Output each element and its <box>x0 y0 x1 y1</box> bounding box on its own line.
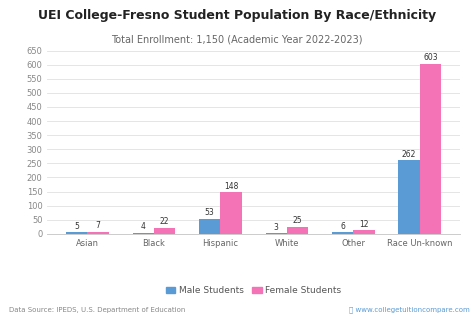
Text: 25: 25 <box>292 216 302 225</box>
Text: 262: 262 <box>402 149 416 159</box>
Text: 148: 148 <box>224 182 238 191</box>
Text: Data Source: IPEDS, U.S. Department of Education: Data Source: IPEDS, U.S. Department of E… <box>9 307 186 313</box>
Text: 4: 4 <box>141 222 146 231</box>
Bar <box>332 232 353 234</box>
Text: UEI College-Fresno Student Population By Race/Ethnicity: UEI College-Fresno Student Population By… <box>38 9 436 22</box>
Text: 5: 5 <box>74 222 79 231</box>
Bar <box>66 233 87 234</box>
Text: Total Enrollment: 1,150 (Academic Year 2022-2023): Total Enrollment: 1,150 (Academic Year 2… <box>111 35 363 45</box>
Legend: Male Students, Female Students: Male Students, Female Students <box>162 283 345 299</box>
Bar <box>420 64 441 234</box>
Bar <box>265 233 287 234</box>
Bar <box>133 233 154 234</box>
Text: 22: 22 <box>160 217 169 226</box>
Bar <box>399 160 420 234</box>
Bar <box>353 230 374 234</box>
Bar <box>287 227 308 234</box>
Bar <box>87 232 109 234</box>
Text: 12: 12 <box>359 220 369 229</box>
Text: ⓘ www.collegetuitioncompare.com: ⓘ www.collegetuitioncompare.com <box>348 306 469 313</box>
Text: 53: 53 <box>205 209 215 217</box>
Bar <box>154 228 175 234</box>
Text: 6: 6 <box>340 222 345 231</box>
Text: 7: 7 <box>96 222 100 230</box>
Bar <box>220 192 242 234</box>
Text: 603: 603 <box>423 53 438 62</box>
Bar <box>199 219 220 234</box>
Text: 3: 3 <box>274 222 279 232</box>
